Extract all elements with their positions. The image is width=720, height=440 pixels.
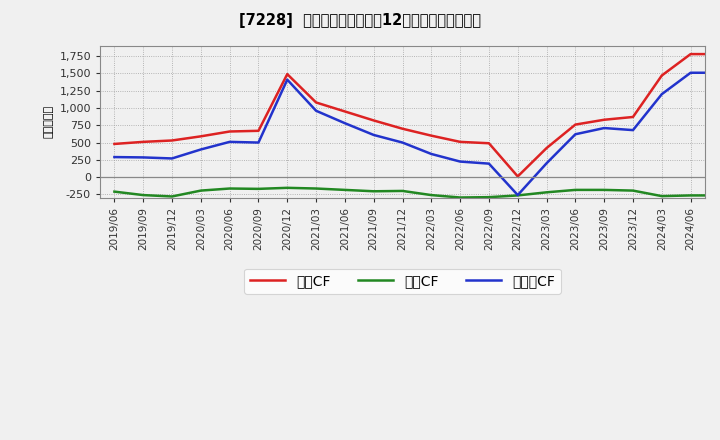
フリーCF xyxy=(168,156,176,161)
投資CF xyxy=(427,192,436,198)
営業CF xyxy=(312,100,320,105)
フリーCF xyxy=(657,92,666,97)
Line: 営業CF: 営業CF xyxy=(114,54,719,176)
フリーCF xyxy=(312,108,320,114)
フリーCF xyxy=(513,192,522,198)
フリーCF xyxy=(427,151,436,157)
投資CF xyxy=(168,194,176,199)
営業CF xyxy=(168,138,176,143)
Y-axis label: （百万円）: （百万円） xyxy=(44,105,54,139)
営業CF xyxy=(139,139,148,144)
投資CF xyxy=(513,193,522,198)
営業CF xyxy=(254,128,263,133)
フリーCF xyxy=(485,161,493,166)
投資CF xyxy=(254,186,263,191)
営業CF xyxy=(283,71,292,77)
営業CF xyxy=(715,51,720,57)
営業CF xyxy=(225,129,234,134)
投資CF xyxy=(398,188,407,194)
フリーCF xyxy=(456,159,464,164)
営業CF xyxy=(398,126,407,132)
営業CF xyxy=(600,117,608,122)
営業CF xyxy=(456,139,464,144)
営業CF xyxy=(629,114,637,120)
フリーCF xyxy=(686,70,695,75)
投資CF xyxy=(312,186,320,191)
フリーCF xyxy=(197,147,205,152)
フリーCF xyxy=(398,140,407,145)
営業CF xyxy=(571,122,580,127)
Legend: 営業CF, 投資CF, フリーCF: 営業CF, 投資CF, フリーCF xyxy=(245,269,561,294)
Line: フリーCF: フリーCF xyxy=(114,73,719,195)
営業CF xyxy=(110,141,119,147)
投資CF xyxy=(369,189,378,194)
投資CF xyxy=(139,192,148,198)
Line: 投資CF: 投資CF xyxy=(114,188,719,198)
営業CF xyxy=(657,73,666,78)
フリーCF xyxy=(629,128,637,133)
営業CF xyxy=(686,51,695,57)
フリーCF xyxy=(254,140,263,145)
投資CF xyxy=(485,194,493,200)
投資CF xyxy=(542,190,551,195)
投資CF xyxy=(283,185,292,191)
投資CF xyxy=(571,187,580,193)
フリーCF xyxy=(715,70,720,75)
投資CF xyxy=(110,189,119,194)
投資CF xyxy=(197,188,205,193)
投資CF xyxy=(657,194,666,199)
フリーCF xyxy=(283,77,292,82)
営業CF xyxy=(513,174,522,179)
投資CF xyxy=(686,193,695,198)
営業CF xyxy=(485,141,493,146)
Text: [7228]  キャッシュフローの12か月移動合計の推移: [7228] キャッシュフローの12か月移動合計の推移 xyxy=(239,13,481,28)
フリーCF xyxy=(139,155,148,160)
フリーCF xyxy=(571,132,580,137)
フリーCF xyxy=(225,139,234,144)
フリーCF xyxy=(600,125,608,131)
投資CF xyxy=(715,193,720,198)
フリーCF xyxy=(341,121,349,126)
営業CF xyxy=(341,109,349,114)
投資CF xyxy=(225,186,234,191)
営業CF xyxy=(427,133,436,138)
フリーCF xyxy=(110,154,119,160)
投資CF xyxy=(456,195,464,200)
フリーCF xyxy=(369,132,378,138)
営業CF xyxy=(542,146,551,151)
フリーCF xyxy=(542,161,551,166)
投資CF xyxy=(341,187,349,193)
投資CF xyxy=(600,187,608,193)
営業CF xyxy=(369,118,378,123)
投資CF xyxy=(629,188,637,193)
営業CF xyxy=(197,134,205,139)
